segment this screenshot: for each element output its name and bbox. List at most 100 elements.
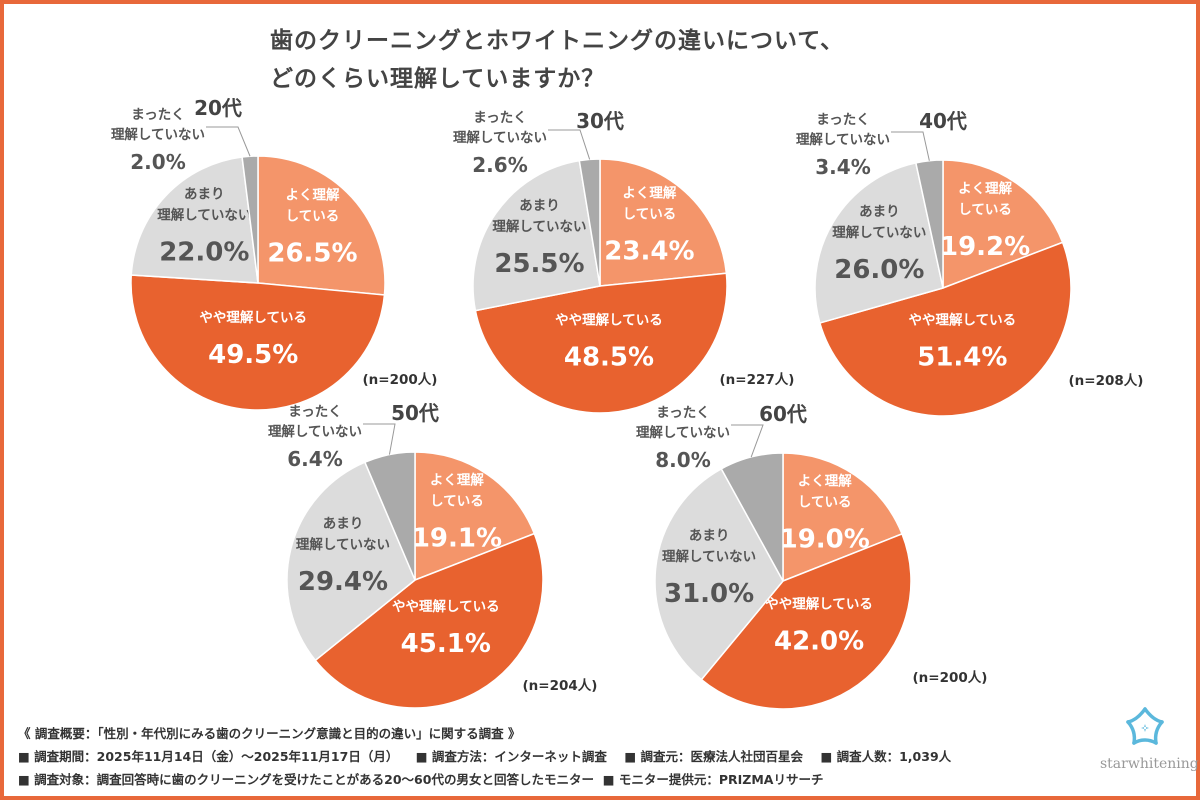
pie-title: 30代 [576,109,624,133]
footer-summary: 《 調査概要：「性別・年代別にみる歯のクリーニング意識と目的の違い」に関する調査… [18,726,521,741]
slice-label: 理解していない [111,126,205,143]
pie-slice [720,452,784,582]
pie-20代: よく理解している26.5%やや理解している49.5%あまり理解していない22.0… [111,96,438,411]
pie-slice [578,158,601,287]
slice-label: まったく [656,405,709,421]
footer-source: ■ 調査元：医療法人社団百星会 [624,749,804,764]
slice-label: 理解していない [157,207,251,224]
slice-label: まったく [131,107,184,123]
slice-label: 理解していない [268,423,362,440]
pie-title: 40代 [919,109,967,133]
pie-60代: よく理解している19.0%やや理解している42.0%あまり理解していない31.0… [636,402,988,710]
slice-value: 48.5% [564,342,654,372]
slice-value: 26.5% [267,238,357,268]
slice-label: まったく [288,404,341,420]
pie-slice [130,274,386,411]
sample-size: (n=204人) [523,678,598,694]
slice-value: 45.1% [401,629,491,659]
slice-label: やや理解している [392,598,500,615]
pie-30代: よく理解している23.4%やや理解している48.5%あまり理解していない25.5… [453,109,795,414]
slice-label: あまり [323,516,364,532]
slice-label: やや理解している [765,596,873,613]
slice-label: あまり [859,204,900,220]
slice-label: よく理解 [285,186,339,203]
slice-value: 3.4% [815,155,870,179]
slice-label: 理解していない [492,218,586,235]
slice-label: 理解していない [662,548,756,565]
slice-value: 19.1% [412,524,502,554]
slice-value: 8.0% [655,448,710,472]
sample-size: (n=200人) [363,372,438,388]
footer-method: ■ 調査方法：インターネット調査 [415,749,607,764]
slice-value: 42.0% [774,627,864,657]
sample-size: (n=200人) [913,670,988,686]
footer-period: ■ 調査期間：2025年11月14日（金）～2025年11月17日（月） [18,749,399,764]
slice-value: 26.0% [834,255,924,285]
pie-slice [472,159,601,312]
slice-label: やや理解している [555,311,663,328]
slice-label: している [286,208,340,224]
pie-slice [782,452,903,583]
chart-title: 歯のクリーニングとホワイトニングの違いについて、 どのくらい理解していますか？ [270,22,844,98]
slice-label: まったく [473,110,526,126]
sample-size: (n=227人) [720,372,795,388]
pie-title: 50代 [391,401,439,425]
footer-count: ■ 調査人数：1,039人 [820,749,952,764]
leader-line [548,129,591,160]
slice-label: よく理解 [798,473,852,490]
pie-slice [474,272,728,414]
slice-label: まったく [816,112,869,128]
slice-label: 理解していない [296,536,390,553]
slice-value: 25.5% [494,249,584,279]
slice-label: よく理解 [958,180,1012,197]
footer-line-3: ■ 調査対象：調査回答時に歯のクリーニングを受けたことがある20～60代の男女と… [18,768,951,791]
slice-label: あまり [519,198,560,214]
title-line-1: 歯のクリーニングとホワイトニングの違いについて、 [270,28,845,54]
survey-footer: 《 調査概要：「性別・年代別にみる歯のクリーニング意識と目的の違い」に関する調査… [18,722,951,791]
slice-value: 29.4% [298,567,388,597]
leader-line [363,423,396,455]
pie-slice [414,451,536,582]
pie-slice [599,158,728,287]
pie-title: 20代 [194,96,242,120]
logo-text: starwhitening [1100,756,1199,772]
slice-value: 19.2% [940,232,1030,262]
slice-label: やや理解している [199,309,307,326]
sample-size: (n=208人) [1069,373,1144,389]
slice-label: よく理解 [622,184,676,201]
slice-value: 2.6% [472,153,527,177]
pie-slice [700,532,912,710]
slice-label: 理解していない [796,131,890,148]
pie-title: 60代 [759,402,807,426]
slice-label: 理解していない [453,129,547,146]
footer-provider: ■ モニター提供元：PRIZMAリサーチ [602,772,824,787]
pie-slice [257,155,386,296]
pie-slice [654,467,784,681]
slice-value: 31.0% [664,579,754,609]
slice-label: している [430,494,484,510]
slice-label: やや理解している [909,311,1017,328]
footer-line-2: ■ 調査期間：2025年11月14日（金）～2025年11月17日（月） ■ 調… [18,745,951,768]
slice-label: している [958,202,1012,218]
star-flower-icon [1126,707,1164,745]
leader-line [731,424,764,458]
slice-label: あまり [689,528,730,544]
slice-label: 理解していない [636,424,730,441]
pie-slice [814,162,944,324]
slice-value: 19.0% [780,525,870,555]
pie-slice [818,241,1072,417]
pie-slice [314,532,544,709]
pie-slice [942,159,1064,290]
leader-line [891,131,930,161]
slice-label: あまり [184,187,225,203]
leader-line [206,126,251,157]
pie-slice [914,159,944,289]
slice-value: 6.4% [287,447,342,471]
footer-target: ■ 調査対象：調査回答時に歯のクリーニングを受けたことがある20～60代の男女と… [18,772,594,787]
slice-value: 51.4% [917,342,1007,372]
logo: starwhitening [1100,706,1199,772]
slice-value: 2.0% [130,150,185,174]
